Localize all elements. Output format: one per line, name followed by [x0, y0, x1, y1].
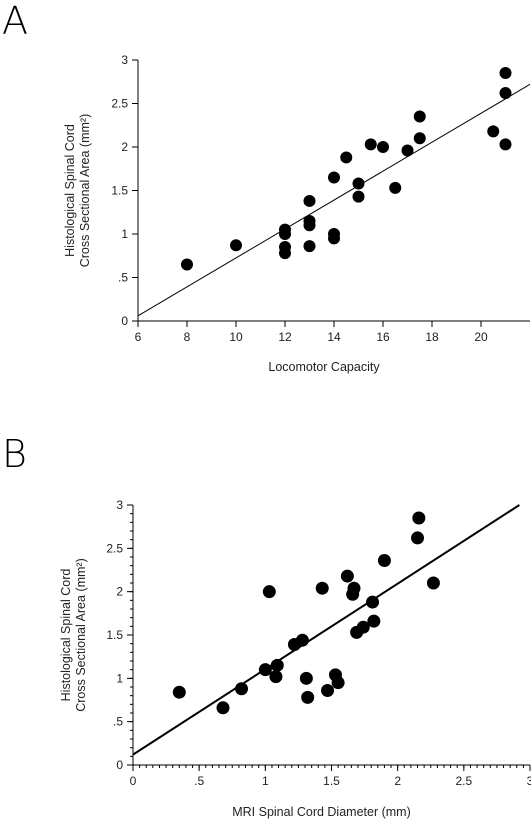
data-point [499, 67, 512, 80]
x-axis-label: MRI Spinal Cord Diameter (mm) [232, 805, 411, 819]
x-axis-label: Locomotor Capacity [268, 360, 380, 374]
x-tick-label: 20 [474, 330, 488, 344]
x-tick-label: 1 [262, 774, 269, 788]
y-tick-label: 1 [116, 671, 123, 685]
y-tick-label: 1.5 [111, 184, 128, 198]
data-point [366, 595, 380, 609]
scatter-chart-b: 0 .5 1 1.5 2 2.5 3 0 .5 1 1.5 2 2.5 3 MRI Spinal Cord … [59, 498, 531, 819]
y-tick-label: 3 [116, 498, 123, 512]
y-tick-label: .5 [113, 715, 123, 729]
panel-letter-b: B [2, 432, 27, 476]
x-tick-label: 0 [130, 774, 137, 788]
data-point [328, 171, 340, 184]
data-point [301, 690, 315, 704]
data-point [303, 219, 316, 232]
y-tick-label: 1 [121, 227, 128, 241]
data-point [303, 194, 316, 207]
data-point [279, 228, 291, 240]
y-tick-label: 2.5 [106, 541, 123, 555]
y-axis-label-line1: Histological Spinal Cord [63, 124, 77, 257]
data-point [364, 138, 377, 151]
data-point [426, 576, 440, 590]
data-point [269, 670, 283, 684]
x-tick-label: 3 [527, 774, 531, 788]
x-tick-label: 10 [229, 330, 243, 344]
data-point [411, 531, 425, 545]
data-point [401, 144, 414, 157]
x-tick-label: 18 [425, 330, 439, 344]
data-point [413, 110, 426, 123]
x-tick-label: 16 [376, 330, 390, 344]
data-point [331, 676, 345, 690]
data-point [303, 240, 316, 253]
data-point [315, 581, 329, 595]
data-point [321, 683, 335, 697]
data-point [235, 682, 249, 696]
data-point [413, 132, 426, 145]
data-point [487, 125, 500, 138]
x-tick-label: 14 [327, 330, 341, 344]
data-point [258, 663, 272, 677]
data-point [347, 581, 361, 595]
y-tick-label: 0 [121, 314, 128, 328]
scatter-chart-a: 6 8 10 12 14 16 18 20 0 .5 1 1.5 2 2.5 3 Locomotor Capa… [63, 53, 531, 374]
y-tick-label: 3 [121, 53, 128, 67]
x-tick-label: 1.5 [323, 774, 340, 788]
data-point [356, 620, 370, 634]
data-point [328, 232, 340, 245]
x-tick-label: 6 [135, 330, 142, 344]
y-tick-label: 2.5 [111, 97, 128, 111]
data-point [340, 569, 354, 583]
data-point [270, 658, 284, 672]
x-tick-label: 2.5 [455, 774, 472, 788]
data-point [299, 671, 313, 685]
regression-line [132, 504, 520, 756]
y-tick-label: 2 [116, 585, 123, 599]
y-axis-label-line2: Cross Sectional Area (mm²) [78, 114, 92, 268]
data-point [367, 614, 381, 628]
data-point [295, 633, 309, 647]
regression-line [137, 83, 531, 317]
data-point [499, 87, 512, 100]
data-point [352, 177, 365, 190]
y-axis-label-line2: Cross Sectional Area (mm²) [74, 558, 88, 712]
data-point [216, 701, 230, 715]
data-point [499, 138, 512, 151]
y-tick-label: 0 [116, 758, 123, 772]
data-point [230, 239, 242, 252]
y-tick-label: .5 [118, 271, 128, 285]
x-tick-label: 2 [394, 774, 401, 788]
data-point [377, 141, 389, 153]
data-point [377, 553, 391, 567]
data-point [172, 685, 186, 699]
data-point [262, 585, 276, 599]
x-tick-label: 12 [278, 330, 292, 344]
x-tick-label: 8 [184, 330, 191, 344]
data-point [389, 181, 402, 194]
data-point [279, 247, 291, 260]
x-tick-label: .5 [194, 774, 204, 788]
panel-letter-a: A [2, 0, 28, 43]
y-axis-label-line1: Histological Spinal Cord [59, 569, 73, 702]
data-point [352, 190, 365, 203]
y-tick-label: 2 [121, 140, 128, 154]
data-point [340, 151, 353, 164]
data-point [412, 511, 426, 525]
y-tick-label: 1.5 [106, 628, 123, 642]
data-point [181, 258, 193, 271]
